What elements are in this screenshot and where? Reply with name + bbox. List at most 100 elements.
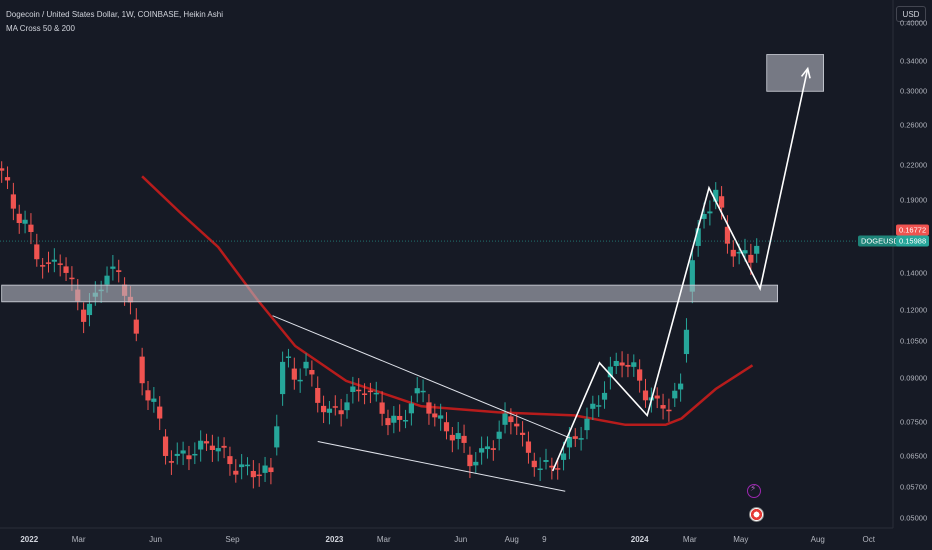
candle-body <box>479 448 485 453</box>
wedge-lower-line <box>317 441 566 492</box>
candle-body <box>420 390 426 393</box>
candle-body <box>443 422 450 432</box>
x-tick-label: Jun <box>454 535 468 544</box>
candle-body <box>51 259 57 262</box>
candle <box>4 166 11 190</box>
candle-body <box>754 245 760 254</box>
candle-body <box>601 392 608 400</box>
candle-body <box>625 364 631 367</box>
y-tick-label: 0.34000 <box>900 56 928 66</box>
x-tick-label: 2023 <box>325 535 344 544</box>
price-tag-open: 0.16772 <box>896 224 930 236</box>
y-tick-label: 0.19000 <box>900 195 928 205</box>
candle-body <box>584 418 590 431</box>
candle <box>397 404 403 432</box>
candle <box>683 318 690 363</box>
candle <box>326 401 333 425</box>
candle <box>215 436 221 462</box>
candle <box>519 421 526 447</box>
candle-body <box>596 405 602 407</box>
candle <box>320 395 327 424</box>
candle-body <box>356 389 362 392</box>
candle <box>654 387 660 409</box>
candle-body <box>239 464 245 468</box>
candle <box>379 391 385 426</box>
candle <box>584 407 590 440</box>
candle <box>508 408 514 435</box>
candles-layer <box>0 161 760 489</box>
candle-body <box>40 265 46 267</box>
candle <box>28 213 34 245</box>
candle-body <box>678 383 684 390</box>
flag-icon[interactable] <box>749 507 764 522</box>
candle <box>537 457 543 481</box>
currency-button[interactable]: USD <box>896 6 926 22</box>
candle-body <box>590 403 596 409</box>
candle <box>455 421 461 450</box>
candle-body <box>256 474 262 477</box>
candle <box>344 393 350 419</box>
candle <box>157 396 163 431</box>
zones-layer <box>1 54 825 303</box>
candle-body <box>4 177 11 181</box>
candle-body <box>607 366 613 378</box>
candle-body <box>320 405 327 413</box>
candle <box>578 426 584 451</box>
candle-body <box>432 413 438 418</box>
drawings-layer <box>0 66 893 492</box>
candle <box>402 409 409 429</box>
candle-body <box>467 454 473 467</box>
candle <box>754 238 760 263</box>
candle <box>168 450 175 475</box>
lightning-icon[interactable] <box>747 484 761 498</box>
candle-body <box>350 386 356 392</box>
candle <box>297 368 303 393</box>
candle <box>531 452 537 477</box>
candle-body <box>303 361 309 369</box>
candle <box>221 437 227 459</box>
candle <box>666 398 672 422</box>
y-tick-label: 0.12000 <box>900 305 928 315</box>
candle <box>514 413 520 435</box>
y-tick-label: 0.05700 <box>900 482 928 492</box>
candle <box>625 353 631 378</box>
candle-body <box>438 415 444 419</box>
candle-body <box>449 434 455 441</box>
candle-body <box>549 465 555 468</box>
candle <box>81 302 87 334</box>
x-tick-label: Sep <box>225 535 240 544</box>
candle-body <box>391 415 397 423</box>
ma-line <box>141 175 754 427</box>
candle-body <box>397 415 403 420</box>
moving-average-layer <box>141 175 754 427</box>
candle-body <box>748 254 754 263</box>
candle-body <box>69 277 75 280</box>
chart-title: Dogecoin / United States Dollar, 1W, COI… <box>6 10 223 19</box>
candle <box>332 395 338 416</box>
candle-body <box>724 226 731 244</box>
candle <box>631 354 637 377</box>
candle <box>274 414 280 456</box>
indicator-label[interactable]: MA Cross 50 & 200 <box>6 24 75 33</box>
candle-body <box>116 270 122 272</box>
candle-body <box>473 461 479 466</box>
y-tick-label: 0.40000 <box>900 18 928 28</box>
candle <box>361 383 368 405</box>
candle-body <box>63 266 69 273</box>
candle-body <box>151 398 157 402</box>
candle-body <box>502 413 508 425</box>
candle-body <box>291 368 297 380</box>
candle-body <box>198 440 204 450</box>
y-tick-label: 0.14000 <box>900 268 928 278</box>
candle-body <box>689 260 695 292</box>
candle <box>502 402 508 434</box>
candle <box>601 381 608 409</box>
y-tick-label: 0.22000 <box>900 160 928 170</box>
candle-body <box>490 448 496 450</box>
candle <box>209 434 215 462</box>
candle <box>596 395 602 417</box>
candle <box>724 215 731 254</box>
candle <box>356 378 362 402</box>
candle-body <box>537 468 543 470</box>
